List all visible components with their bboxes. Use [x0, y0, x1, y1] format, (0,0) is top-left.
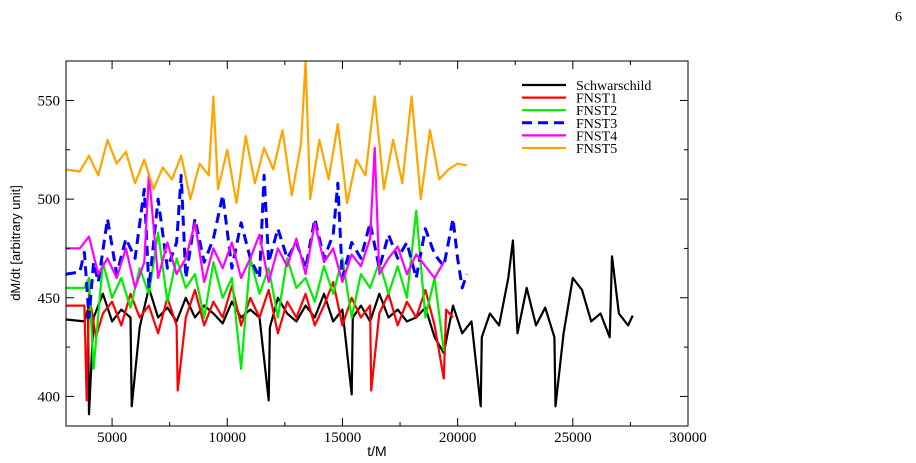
y-axis-label: dM/dt [arbitrary unit] [8, 185, 23, 301]
y-tick-label: 550 [38, 93, 61, 109]
y-tick-label: 500 [38, 192, 61, 208]
x-tick-label: 5000 [97, 430, 127, 446]
legend-label-fnst4: FNST4 [576, 129, 617, 144]
series-line-fnst5 [66, 61, 468, 205]
plot-frame [65, 60, 689, 427]
legend-label-schwarschild: Schwarschild [576, 79, 651, 94]
legend-label-fnst2: FNST2 [576, 104, 617, 119]
ticks-layer: 5000 10000 15000 20000 25000 30000 400 450 500 55… [38, 61, 707, 446]
series-line-fnst4 [66, 146, 445, 289]
series-line-fnst3 [66, 173, 469, 319]
series-line-fnst1 [66, 280, 454, 402]
series-line-fnst2 [66, 209, 445, 370]
y-tick-label: 400 [38, 389, 61, 405]
legend-label-fnst1: FNST1 [576, 92, 617, 107]
x-tick-label: 30000 [669, 430, 707, 446]
series-layer [66, 61, 634, 416]
x-tick-label: 15000 [324, 430, 362, 446]
x-axis-label: t/M [367, 443, 386, 459]
y-tick-label: 450 [38, 291, 61, 307]
x-tick-label: 25000 [554, 430, 592, 446]
series-line-schwarschild [66, 239, 634, 416]
page-number: 6 [895, 10, 902, 25]
legend-label-fnst3: FNST3 [576, 117, 617, 132]
x-tick-label: 10000 [209, 430, 247, 446]
x-tick-label: 20000 [439, 430, 477, 446]
legend-label-fnst5: FNST5 [576, 142, 617, 157]
